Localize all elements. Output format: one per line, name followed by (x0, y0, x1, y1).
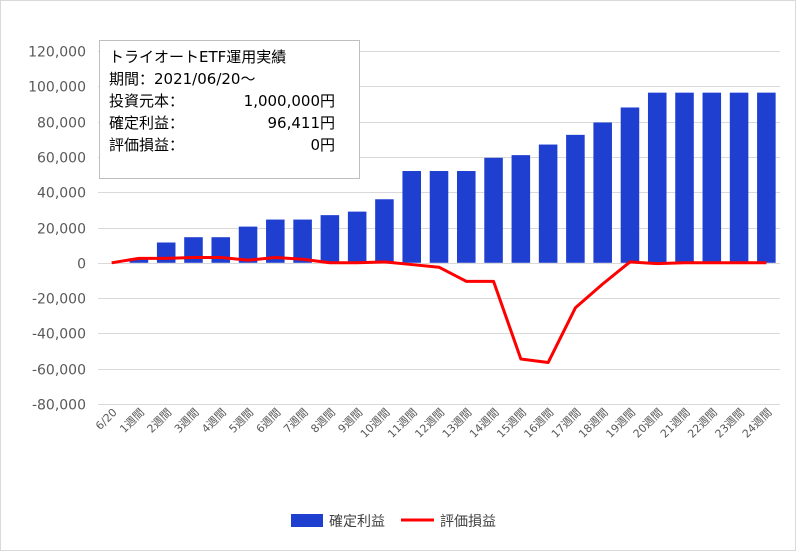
y-tick-label: -20,000 (32, 292, 86, 308)
bar (675, 92, 694, 263)
bar (266, 219, 285, 263)
bar-series (129, 92, 776, 263)
legend-label-bar: 確定利益 (329, 514, 385, 530)
bar (484, 157, 503, 263)
info-principal-label: 投資元本： (109, 92, 185, 110)
info-row-unrealized: 評価損益： 0円 (109, 134, 335, 156)
bar (566, 134, 585, 263)
bar (511, 155, 531, 263)
info-period: 期間：2021/06/20～ (109, 70, 256, 88)
bar (593, 122, 612, 263)
bar (429, 171, 449, 263)
y-axis-ticks: 120,000 100,000 80,000 60,000 40,000 20,000 0 -… (28, 45, 86, 414)
y-tick-label: 80,000 (37, 116, 86, 132)
y-tick-label: 20,000 (37, 222, 86, 238)
line-series (111, 256, 767, 365)
bar (320, 215, 340, 263)
bar (457, 171, 476, 263)
y-tick-label: -80,000 (32, 398, 86, 414)
legend-label-line: 評価損益 (440, 514, 496, 530)
y-tick-label: 120,000 (28, 45, 86, 61)
info-principal-value: 1,000,000円 (243, 92, 335, 110)
y-tick-label: -60,000 (32, 363, 86, 379)
info-realized-label: 確定利益： (109, 114, 185, 132)
bar (620, 107, 640, 263)
info-unrealized-label: 評価損益： (109, 136, 185, 154)
info-title: トライオートETF運用実績 (109, 48, 287, 66)
info-row-principal: 投資元本： 1,000,000円 (109, 90, 335, 112)
y-tick-label: 60,000 (37, 151, 86, 167)
y-tick-label: -40,000 (32, 327, 86, 343)
legend: 確定利益 評価損益 (291, 514, 496, 530)
legend-swatch-bar (291, 514, 323, 527)
info-realized-value: 96,411円 (267, 114, 336, 132)
y-tick-label: 0 (77, 257, 86, 273)
bar (375, 199, 394, 263)
bar (129, 259, 149, 263)
series-line (111, 256, 767, 365)
bar (293, 219, 312, 263)
bar (238, 226, 258, 263)
bar (538, 144, 558, 263)
bar (702, 92, 722, 263)
info-box: トライオートETF運用実績 期間：2021/06/20～ 投資元本： 1,000… (99, 40, 360, 179)
bar (402, 171, 421, 263)
bar (729, 92, 749, 263)
info-unrealized-value: 0円 (310, 136, 335, 154)
bar (757, 92, 776, 263)
y-tick-label: 40,000 (37, 186, 86, 202)
bar (647, 92, 667, 263)
bar (347, 211, 367, 263)
y-tick-label: 100,000 (28, 80, 86, 96)
info-row-realized: 確定利益： 96,411円 (109, 112, 335, 134)
